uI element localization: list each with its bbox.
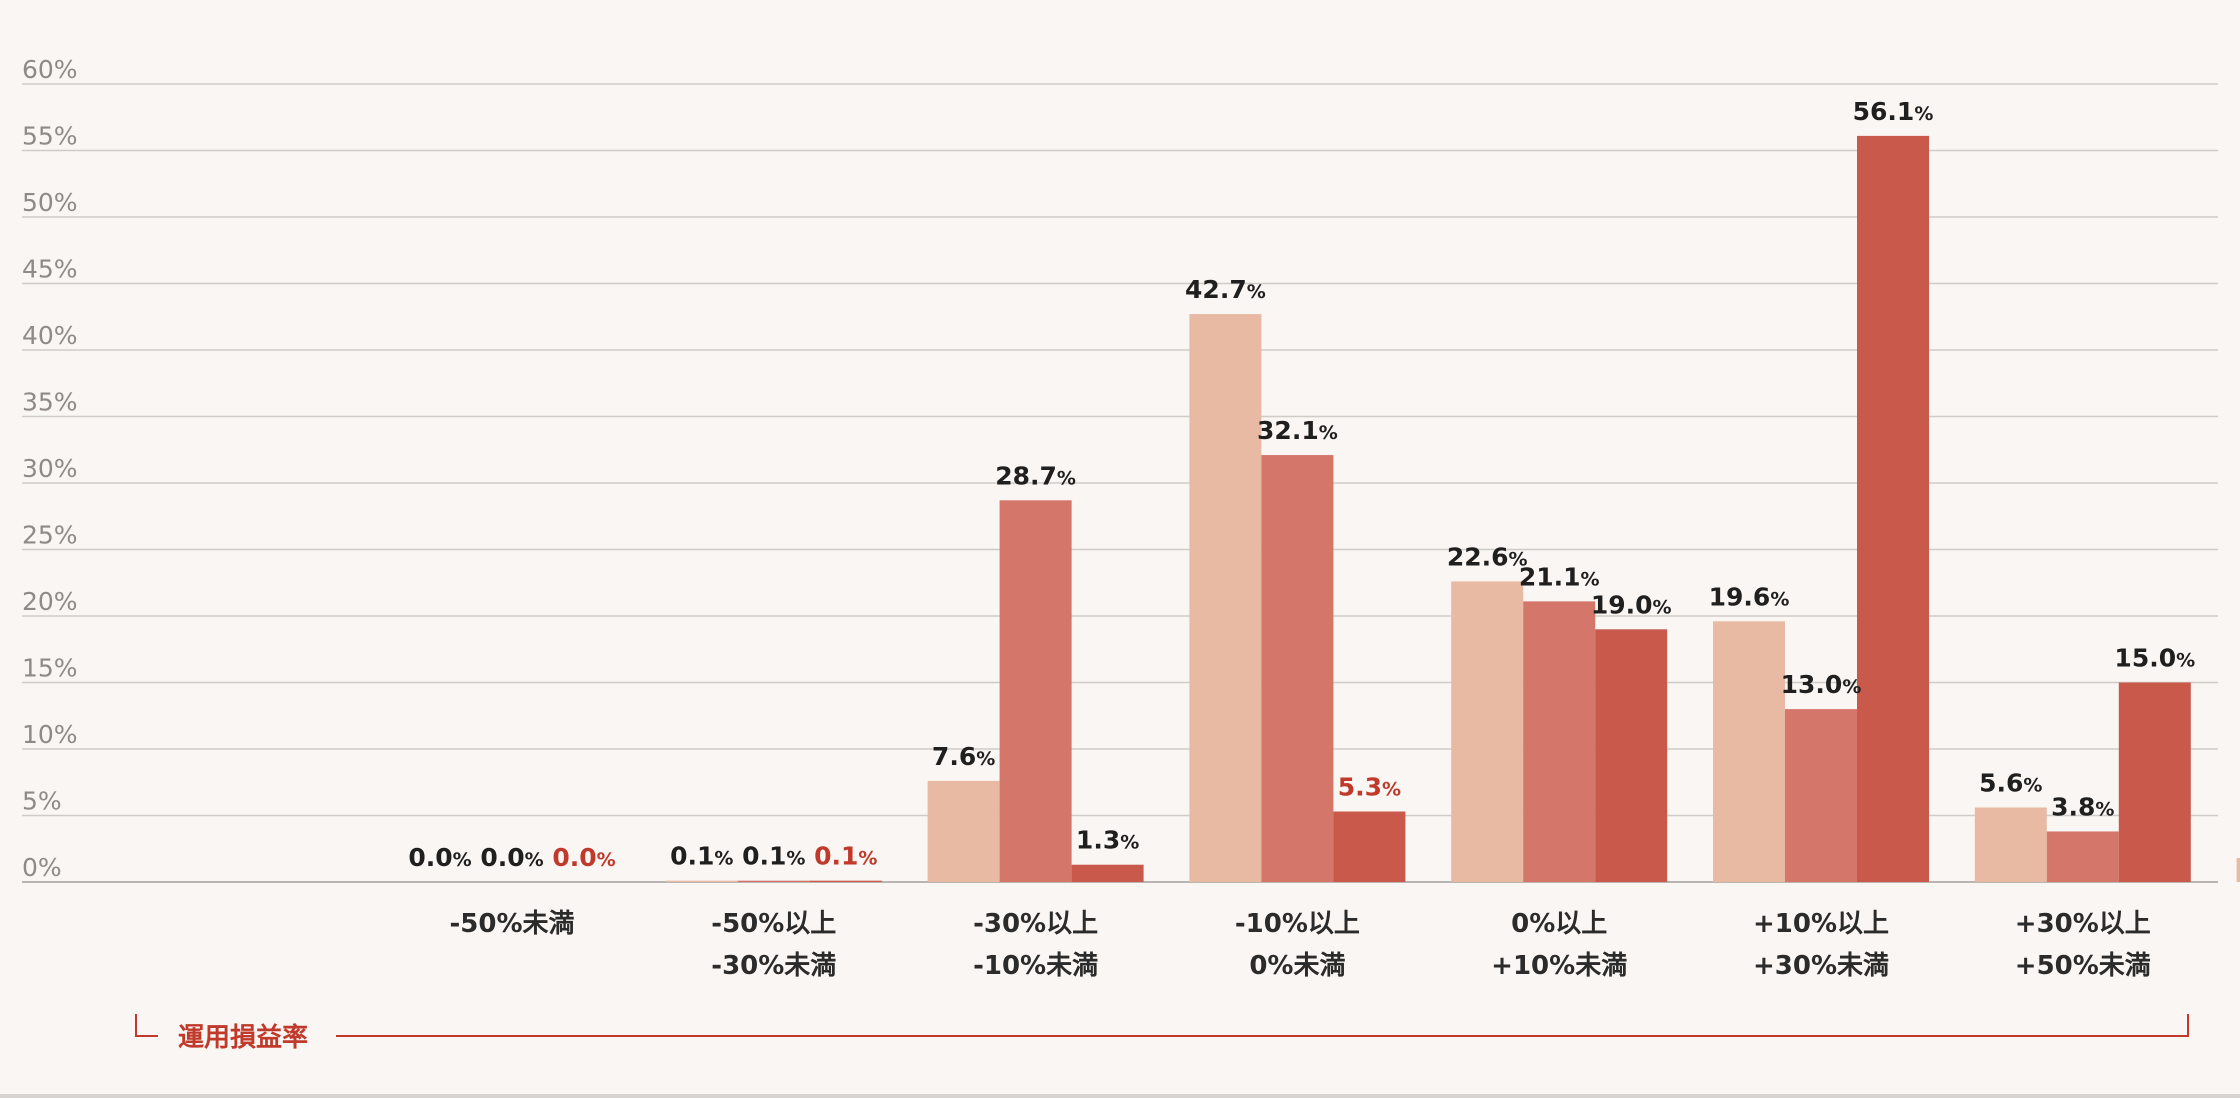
y-tick-label: 0% — [22, 853, 62, 882]
data-label: 5.6% — [1979, 769, 2042, 798]
bar — [1261, 455, 1334, 882]
data-label: 32.1% — [1257, 416, 1338, 445]
category-label: -10%以上 — [1235, 909, 1360, 939]
bar — [2118, 682, 2191, 882]
data-label: 56.1% — [1853, 97, 1934, 126]
bar — [1595, 629, 1668, 882]
bar — [1071, 864, 1144, 882]
data-label: 13.0% — [1781, 670, 1862, 699]
category-label: 0%以上 — [1511, 909, 1607, 939]
data-label: 42.7% — [1185, 275, 1266, 304]
y-tick-label: 15% — [22, 654, 78, 683]
data-label: 19.6% — [1709, 582, 1790, 611]
data-label: 5.3% — [1338, 773, 1401, 802]
category-label: -30%未満 — [711, 951, 836, 981]
gridlines — [22, 83, 2218, 883]
y-tick-label: 5% — [22, 787, 62, 816]
bar — [1857, 135, 1929, 882]
category-labels: -50%未満 -50%以上 -30%未満 -30%以上 -10%未満 -10%以上 0%未満… — [449, 909, 2151, 981]
category-label: +10%未満 — [1491, 951, 1627, 981]
bar — [2046, 831, 2119, 882]
data-label: 0.1% — [670, 842, 733, 871]
bar — [999, 500, 1072, 882]
data-label: 28.7% — [995, 461, 1076, 490]
bar — [809, 880, 882, 882]
data-label: 0.0% — [408, 843, 471, 872]
category-label: -30%以上 — [973, 909, 1098, 939]
category-label: -10%未満 — [973, 951, 1098, 981]
data-label: 15.0% — [2114, 644, 2195, 673]
bottom-border — [0, 1094, 2240, 1098]
y-tick-label: 50% — [22, 188, 78, 217]
data-label: 22.6% — [1447, 542, 1528, 571]
x-axis-title: 運用損益率 — [178, 1022, 308, 1053]
category-label: +10%以上 — [1753, 909, 1889, 939]
y-tick-label: 35% — [22, 388, 78, 417]
data-label: 21.1% — [1519, 562, 1600, 591]
x-axis-title-group: 運用損益率 — [135, 1014, 2189, 1053]
data-label: 0.1% — [742, 842, 805, 871]
data-label: 0.1% — [814, 842, 877, 871]
y-tick-label: 60% — [22, 55, 78, 84]
y-axis-ticks: 0% 5% 10% 15% 20% 25% 30% 35% 40% 45% 50% 55% 60% — [22, 55, 78, 882]
bar — [737, 880, 810, 882]
y-tick-label: 20% — [22, 587, 78, 616]
bar — [1189, 314, 1262, 883]
y-tick-label: 45% — [22, 255, 78, 284]
y-tick-label: 10% — [22, 720, 78, 749]
category-label: -50%以上 — [711, 909, 836, 939]
data-labels: 0.0% 0.0% 0.0% 0.1% 0.1% 0.1% 7.6% 28.7% 1.3% 42.… — [408, 97, 2195, 872]
data-label: 1.3% — [1076, 826, 1139, 855]
data-label: 0.0% — [552, 843, 615, 872]
bar — [1785, 709, 1857, 882]
data-label: 19.0% — [1591, 590, 1672, 619]
bar — [1713, 621, 1785, 882]
y-tick-label: 55% — [22, 122, 78, 151]
bar — [1523, 601, 1596, 882]
category-label: +50%未満 — [2015, 951, 2151, 981]
category-label: -50%未満 — [449, 909, 574, 939]
y-tick-label: 30% — [22, 454, 78, 483]
data-label: 7.6% — [932, 742, 995, 771]
bar — [1974, 807, 2047, 882]
category-label: +30%未満 — [1753, 951, 1889, 981]
category-label: 0%未満 — [1249, 951, 1345, 981]
bar — [927, 780, 1000, 882]
bar — [1333, 811, 1406, 882]
data-label: 0.0% — [480, 843, 543, 872]
data-label: 3.8% — [2051, 792, 2114, 821]
y-tick-label: 40% — [22, 321, 78, 350]
bar — [2236, 858, 2240, 882]
x-axis-bracket — [135, 1014, 2189, 1037]
bar — [665, 880, 738, 882]
bar — [1451, 581, 1524, 882]
category-label: +30%以上 — [2015, 909, 2151, 939]
y-tick-label: 25% — [22, 521, 78, 550]
bars — [665, 135, 2240, 883]
